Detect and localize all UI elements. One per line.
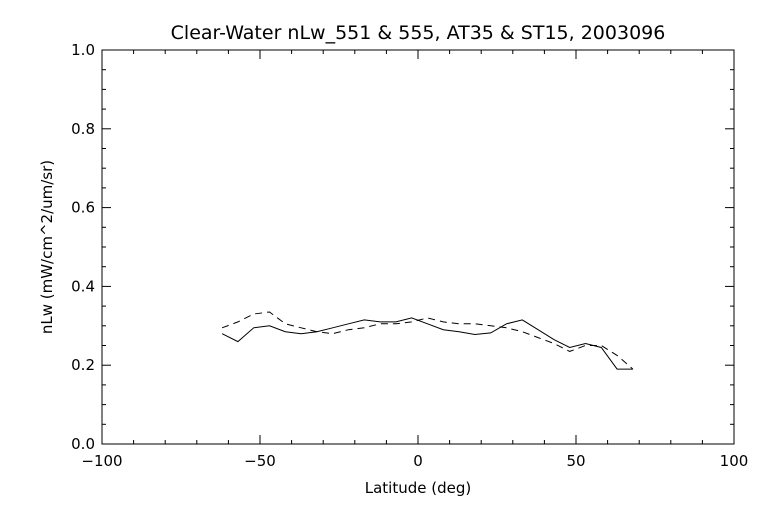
y-tick-label: 0.6 <box>71 199 95 217</box>
tick-labels: −100 −50 0 50 100 0.0 0.2 0.4 0.6 0.8 1.0 <box>71 41 748 470</box>
y-tick-label: 1.0 <box>71 41 95 59</box>
x-tick-label: −50 <box>244 452 276 470</box>
y-tick-label: 0.8 <box>71 120 95 138</box>
x-tick-label: 0 <box>413 452 423 470</box>
axis-ticks <box>101 49 735 445</box>
y-tick-label: 0.4 <box>71 277 95 295</box>
x-tick-label: 100 <box>720 452 749 470</box>
series-line-solid <box>221 317 633 370</box>
x-tick-label: −100 <box>81 452 122 470</box>
series-line-dashed <box>221 311 634 370</box>
y-tick-label: 0.0 <box>71 435 95 453</box>
x-axis-label: Latitude (deg) <box>365 479 471 497</box>
y-axis-label: nLw (mW/cm^2/um/sr) <box>38 160 56 334</box>
x-tick-label: 50 <box>566 452 585 470</box>
plot-frame <box>101 49 735 445</box>
series-lines <box>221 311 634 370</box>
chart-title: Clear-Water nLw_551 & 555, AT35 & ST15, … <box>171 22 666 44</box>
y-tick-label: 0.2 <box>71 356 95 374</box>
